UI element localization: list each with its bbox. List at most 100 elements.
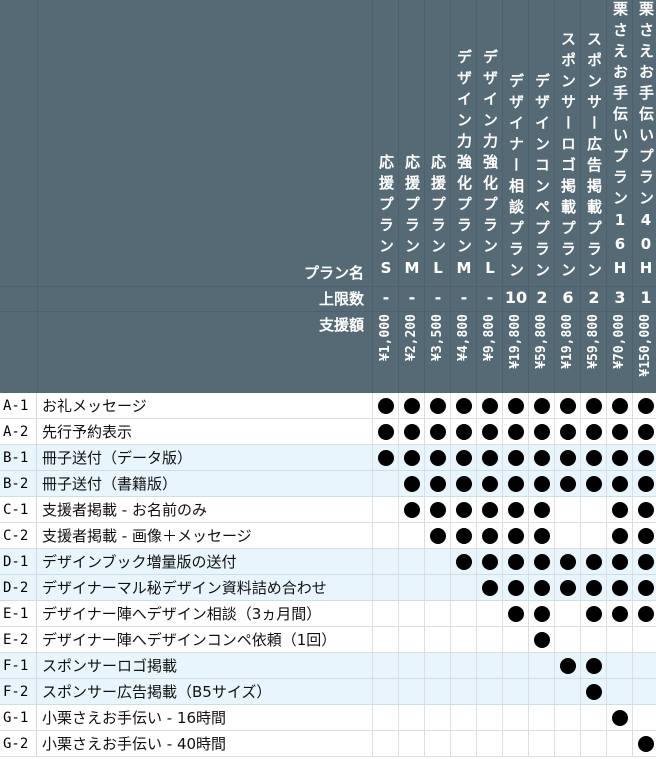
included-dot-icon [611,579,628,596]
table-cell [606,575,632,600]
table-cell [606,627,632,652]
table-cell [502,679,528,704]
row-item-name: 冊子送付（データ版） [42,449,193,467]
table-cell [372,445,398,470]
table-row: D-2 デザイナーマル秘デザイン資料詰め合わせ [0,575,656,601]
plan-limit: - [460,288,468,307]
table-cell [398,627,424,652]
table-cell [372,471,398,496]
plan-amount: ¥3,500 [425,314,451,384]
included-dot-icon [455,475,472,492]
table-cell [476,549,502,574]
table-cell [502,445,528,470]
table-cell [502,653,528,678]
included-dot-icon [533,527,550,544]
table-cell [372,653,398,678]
table-cell [450,653,476,678]
table-cell [398,731,424,756]
included-dot-icon [507,449,524,466]
plan-name-text: 応援プランM [403,154,421,283]
plan-limit: 2 [536,288,548,307]
plan-amount-text: ¥2,200 [404,314,419,361]
table-cell [450,705,476,730]
included-dot-icon [455,397,472,414]
included-dot-icon [585,423,602,440]
table-cell [606,445,632,470]
included-dot-icon [637,449,654,466]
plan-limit: - [382,288,390,307]
included-dot-icon [403,449,420,466]
plan-name: デザイナー相談プラン [503,73,529,283]
table-cell [528,653,554,678]
table-cell [606,497,632,522]
table-cell [502,601,528,626]
row-code: F-1 [0,653,37,679]
included-dot-icon [377,397,394,414]
table-cell [372,393,398,418]
table-cell [476,445,502,470]
included-dot-icon [585,553,602,570]
included-dot-icon [585,657,602,674]
row-item-name: 支援者掲載 - お名前のみ [42,501,207,519]
plan-limit: 10 [504,288,528,307]
table-cell [476,653,502,678]
plan-amount-text: ¥59,800 [534,314,549,369]
included-dot-icon [429,423,446,440]
table-cell [450,549,476,574]
plan-name-text: 小栗さえお手伝いプラン40H [637,0,655,283]
included-dot-icon [533,423,550,440]
row-code: A-2 [0,419,37,445]
plan-name-text: スポンサー広告掲載プラン [585,31,603,283]
included-dot-icon [481,475,498,492]
row-item-name: デザイナーマル秘デザイン資料詰め合わせ [42,579,327,597]
plan-limit: 6 [562,288,574,307]
table-cell [450,471,476,496]
plan-amount-text: ¥150,000 [638,314,653,377]
included-dot-icon [533,553,550,570]
table-cell [606,731,632,756]
table-cell [502,705,528,730]
table-cell [632,705,656,730]
table-cell [450,575,476,600]
table-cell [424,679,450,704]
table-row: B-2 冊子送付（書籍版） [0,471,656,497]
table-row: G-2 小栗さえお手伝い - 40時間 [0,731,656,757]
included-dot-icon [533,475,550,492]
included-dot-icon [403,501,420,518]
plan-amount-text: ¥19,800 [560,314,575,369]
included-dot-icon [559,475,576,492]
plan-name: スポンサー広告掲載プラン [581,31,607,283]
row-item-name: デザイナー陣へデザインコンペ依頼（1回） [42,631,337,649]
included-dot-icon [481,579,498,596]
table-cell [476,705,502,730]
plan-column-header: 応援プランM - ¥2,200 [398,0,424,393]
table-cell [528,471,554,496]
table-cell [424,705,450,730]
row-item-name: 小栗さえお手伝い - 40時間 [42,735,227,753]
table-cell [632,653,656,678]
table-cell [476,497,502,522]
table-cell [450,497,476,522]
table-row: F-1 スポンサーロゴ掲載 [0,653,656,679]
included-dot-icon [377,423,394,440]
included-dot-icon [637,735,654,752]
included-dot-icon [637,475,654,492]
table-cell [554,445,580,470]
row-code: E-2 [0,627,37,653]
included-dot-icon [559,657,576,674]
included-dot-icon [533,449,550,466]
included-dot-icon [585,475,602,492]
included-dot-icon [585,449,602,466]
table-cell [372,419,398,444]
table-cell [398,575,424,600]
table-cell [450,445,476,470]
table-cell [398,549,424,574]
table-cell [528,731,554,756]
table-cell [398,601,424,626]
table-cell [372,523,398,548]
included-dot-icon [403,423,420,440]
included-dot-icon [455,527,472,544]
table-cell [476,393,502,418]
plan-limit: 1 [640,288,652,307]
table-cell [580,393,606,418]
